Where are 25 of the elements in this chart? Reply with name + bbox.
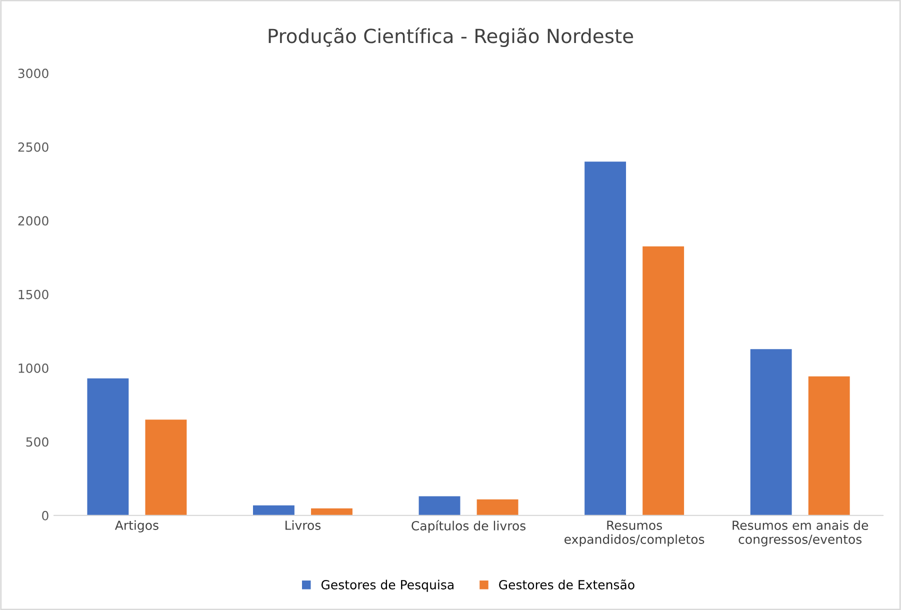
x-tick-label: Artigos [114, 520, 158, 532]
x-tick-label: Resumos em anais de congressos/eventos [732, 520, 868, 546]
bar [145, 420, 187, 516]
bar [418, 496, 460, 516]
bar [87, 378, 129, 516]
y-tick-label: 2000 [18, 216, 48, 226]
y-tick-label: 2500 [18, 142, 48, 152]
y-tick-label: 1500 [18, 290, 48, 300]
x-tick-label: Livros [286, 520, 321, 530]
bar [584, 162, 626, 516]
bar [750, 349, 792, 516]
y-tick-label: 500 [26, 437, 48, 447]
legend-label: Gestores de Extensão [499, 580, 634, 590]
chart-title: Produção Científica - Região Nordeste [268, 27, 634, 48]
y-tick-label: 0 [42, 510, 48, 520]
y-tick-label: 3000 [18, 68, 48, 78]
x-tick-label: Capítulos de livros [412, 520, 526, 533]
legend-label: Gestores de Pesquisa [321, 580, 454, 592]
bar [311, 508, 352, 516]
bar [476, 499, 518, 516]
bar [253, 505, 294, 516]
bar [642, 246, 684, 516]
x-tick-label: Resumos expandidos/completos [564, 520, 704, 546]
bar [808, 376, 850, 516]
y-tick-label: 1000 [18, 364, 48, 373]
